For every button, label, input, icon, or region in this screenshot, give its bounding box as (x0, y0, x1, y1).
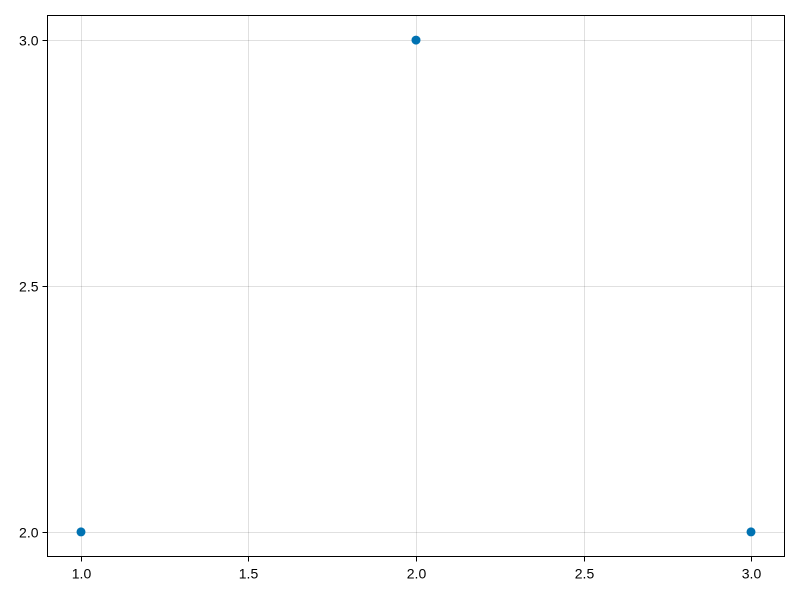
x-tick-label: 2.0 (407, 566, 427, 582)
y-tick-label: 3.0 (19, 33, 39, 49)
x-tick-label: 2.5 (575, 566, 595, 582)
data-points (76, 35, 756, 537)
grid-lines (47, 15, 785, 557)
data-point (746, 527, 756, 537)
y-axis: 2.0 2.5 3.0 (19, 33, 48, 541)
x-tick-label: 1.0 (72, 566, 92, 582)
y-tick-label: 2.0 (19, 525, 39, 541)
y-tick-label: 2.5 (19, 279, 39, 295)
x-tick-label: 1.5 (239, 566, 259, 582)
x-tick-label: 3.0 (742, 566, 762, 582)
data-point (411, 35, 421, 45)
data-point (76, 527, 86, 537)
x-axis: 1.0 1.5 2.0 2.5 3.0 (72, 556, 762, 582)
